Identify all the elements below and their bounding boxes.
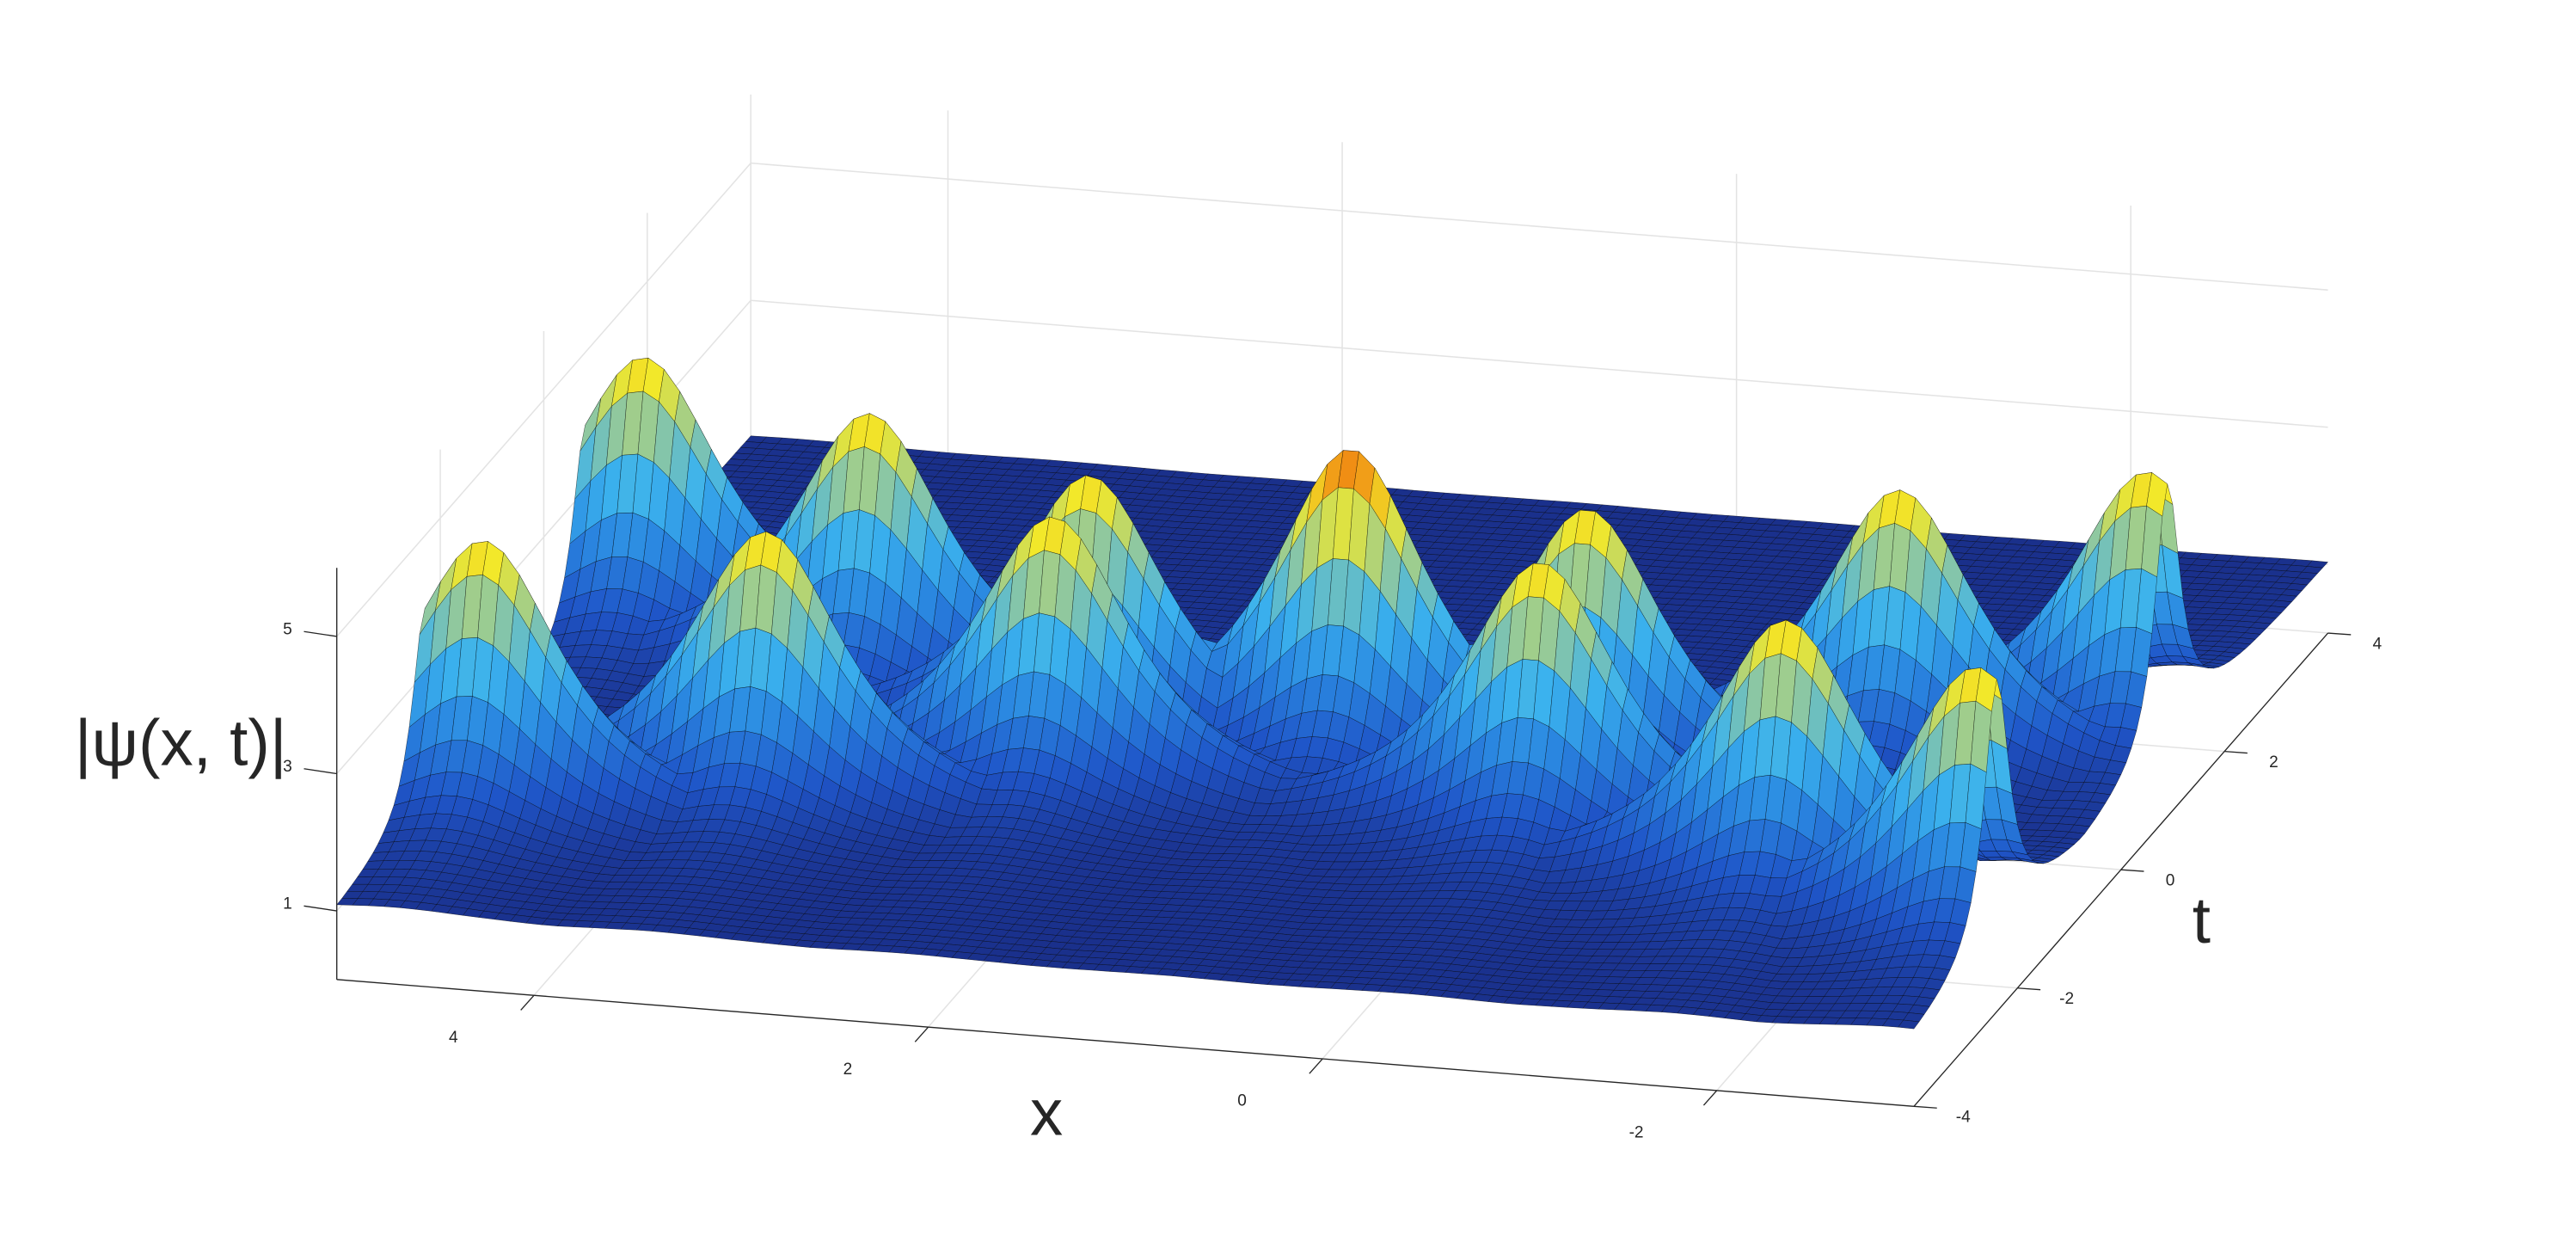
grid-line xyxy=(751,162,2328,291)
grid-line xyxy=(751,299,2328,428)
surface xyxy=(336,357,2328,1030)
